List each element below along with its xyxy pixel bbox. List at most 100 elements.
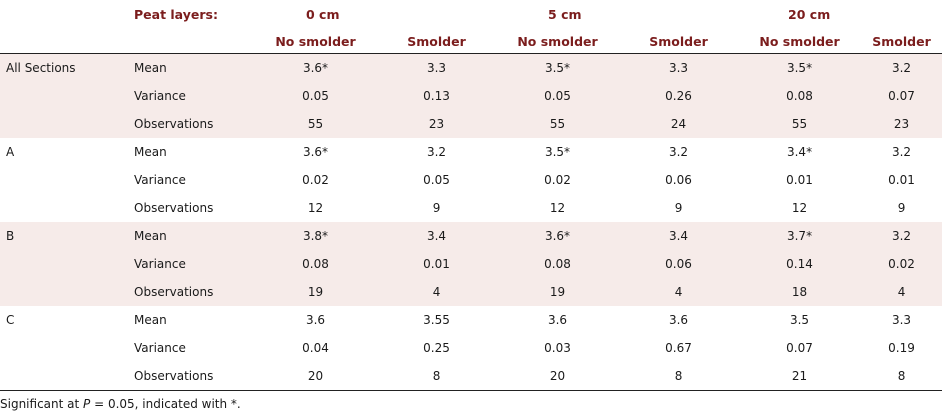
table-cell: 9 (432, 201, 441, 215)
table-row: Variance 0.08 0.01 0.08 0.06 0.14 0.02 (0, 250, 942, 278)
table-cell: 0.01 (786, 173, 813, 187)
table-row: C Mean 3.6 3.55 3.6 3.6 3.5 3.3 (0, 306, 942, 334)
subheader-20cm-no-smolder: No smolder (738, 29, 862, 54)
table-cell: 0.05 (423, 173, 450, 187)
table-cell: 0.02 (544, 173, 571, 187)
section-blank (0, 362, 134, 391)
table-cell: 19 (254, 278, 377, 306)
table-cell: 0.01 (377, 250, 497, 278)
row-label: Variance (134, 341, 186, 355)
table-cell: 3.2 (861, 222, 942, 250)
table-cell: 0.01 (888, 173, 915, 187)
table-row: All Sections Mean 3.6* 3.3 3.5* 3.3 3.5* 3.2 (0, 53, 942, 82)
table-row: B Mean 3.8* 3.4 3.6* 3.4 3.7* 3.2 (0, 222, 942, 250)
table-cell: 0.13 (377, 82, 497, 110)
table-cell: 3.4* (786, 145, 813, 159)
table-cell: 3.3 (377, 53, 497, 82)
footnote: Significant at P = 0.05, indicated with … (0, 397, 942, 411)
table-cell: 55 (496, 110, 620, 138)
row-label: Mean (134, 145, 167, 159)
row-label: Variance (134, 173, 186, 187)
footnote-prefix: Significant at (0, 397, 84, 411)
table-cell: 3.5* (544, 145, 571, 159)
table-cell: 8 (619, 362, 739, 391)
section-name: All Sections (0, 53, 134, 82)
table-cell: 3.8* (254, 222, 377, 250)
table-cell: 3.6* (254, 53, 377, 82)
table-cell: 3.5 (789, 313, 810, 327)
table-cell: 3.4 (619, 222, 739, 250)
table-cell: 55 (738, 110, 862, 138)
table-cell: 3.6 (547, 313, 568, 327)
section-name: C (6, 313, 15, 327)
table-cell: 0.06 (665, 173, 692, 187)
table-cell: 3.6 (668, 313, 689, 327)
table-cell: 24 (619, 110, 739, 138)
row-label: Mean (134, 222, 254, 250)
section-name: B (0, 222, 134, 250)
data-table: Peat layers: 0 cm 5 cm 20 cm No smolder … (0, 0, 942, 391)
table-cell: 23 (377, 110, 497, 138)
table-cell: 4 (619, 278, 739, 306)
table-cell: 3.2 (861, 53, 942, 82)
table-cell: 0.08 (254, 250, 377, 278)
table-row: Observations 12 9 12 9 12 9 (0, 194, 942, 222)
table-cell: 3.3 (891, 313, 912, 327)
table-cell: 0.05 (496, 82, 620, 110)
table-cell: 21 (738, 362, 862, 391)
section-blank (0, 194, 134, 222)
table-cell: 3.5* (496, 53, 620, 82)
table-row: Variance 0.05 0.13 0.05 0.26 0.08 0.07 (0, 82, 942, 110)
table-cell: 0.05 (254, 82, 377, 110)
table-cell: 9 (674, 201, 683, 215)
table-cell: 4 (377, 278, 497, 306)
table-cell: 0.08 (738, 82, 862, 110)
peat-layers-label: Peat layers: (134, 7, 218, 22)
subheader-0cm-smolder: Smolder (377, 29, 497, 54)
table-cell: 3.4 (377, 222, 497, 250)
table-cell: 20 (254, 362, 377, 391)
table-cell: 0.02 (861, 250, 942, 278)
table-cell: 19 (496, 278, 620, 306)
section-blank (0, 334, 134, 362)
table-cell: 18 (738, 278, 862, 306)
table-cell: 0.67 (665, 341, 692, 355)
table-cell: 3.2 (668, 145, 689, 159)
table-cell: 0.06 (619, 250, 739, 278)
table-row: Variance 0.02 0.05 0.02 0.06 0.01 0.01 (0, 166, 942, 194)
row-label: Mean (134, 53, 254, 82)
section-blank (0, 82, 134, 110)
row-label: Observations (134, 362, 254, 391)
table-cell: 3.3 (619, 53, 739, 82)
subheader-blank-2 (134, 29, 254, 54)
table-cell: 3.6 (305, 313, 326, 327)
table-cell: 3.5* (738, 53, 862, 82)
table-cell: 0.25 (423, 341, 450, 355)
table-row: Variance 0.04 0.25 0.03 0.67 0.07 0.19 (0, 334, 942, 362)
table-cell: 0.19 (888, 341, 915, 355)
table-cell: 0.04 (302, 341, 329, 355)
table-cell: 23 (861, 110, 942, 138)
table-cell: 4 (861, 278, 942, 306)
table-row: Observations 20 8 20 8 21 8 (0, 362, 942, 391)
table-cell: 0.14 (738, 250, 862, 278)
footnote-suffix: = 0.05, indicated with *. (90, 397, 241, 411)
table-row: Observations 19 4 19 4 18 4 (0, 278, 942, 306)
section-name: A (6, 145, 15, 159)
table-cell: 8 (861, 362, 942, 391)
subheader-blank (0, 29, 134, 54)
table-cell: 20 (496, 362, 620, 391)
table-cell: 3.7* (738, 222, 862, 250)
table-cell: 55 (254, 110, 377, 138)
table-row: Observations 55 23 55 24 55 23 (0, 110, 942, 138)
section-blank (0, 110, 134, 138)
table-cell: 0.07 (786, 341, 813, 355)
table-cell: 12 (791, 201, 808, 215)
subheader-5cm-smolder: Smolder (619, 29, 739, 54)
group-header-0cm: 0 cm (306, 7, 340, 22)
header-blank (0, 0, 134, 29)
table-cell: 0.03 (544, 341, 571, 355)
section-blank (0, 166, 134, 194)
section-blank (0, 250, 134, 278)
table-body: All Sections Mean 3.6* 3.3 3.5* 3.3 3.5* 3.2 Var… (0, 53, 942, 391)
